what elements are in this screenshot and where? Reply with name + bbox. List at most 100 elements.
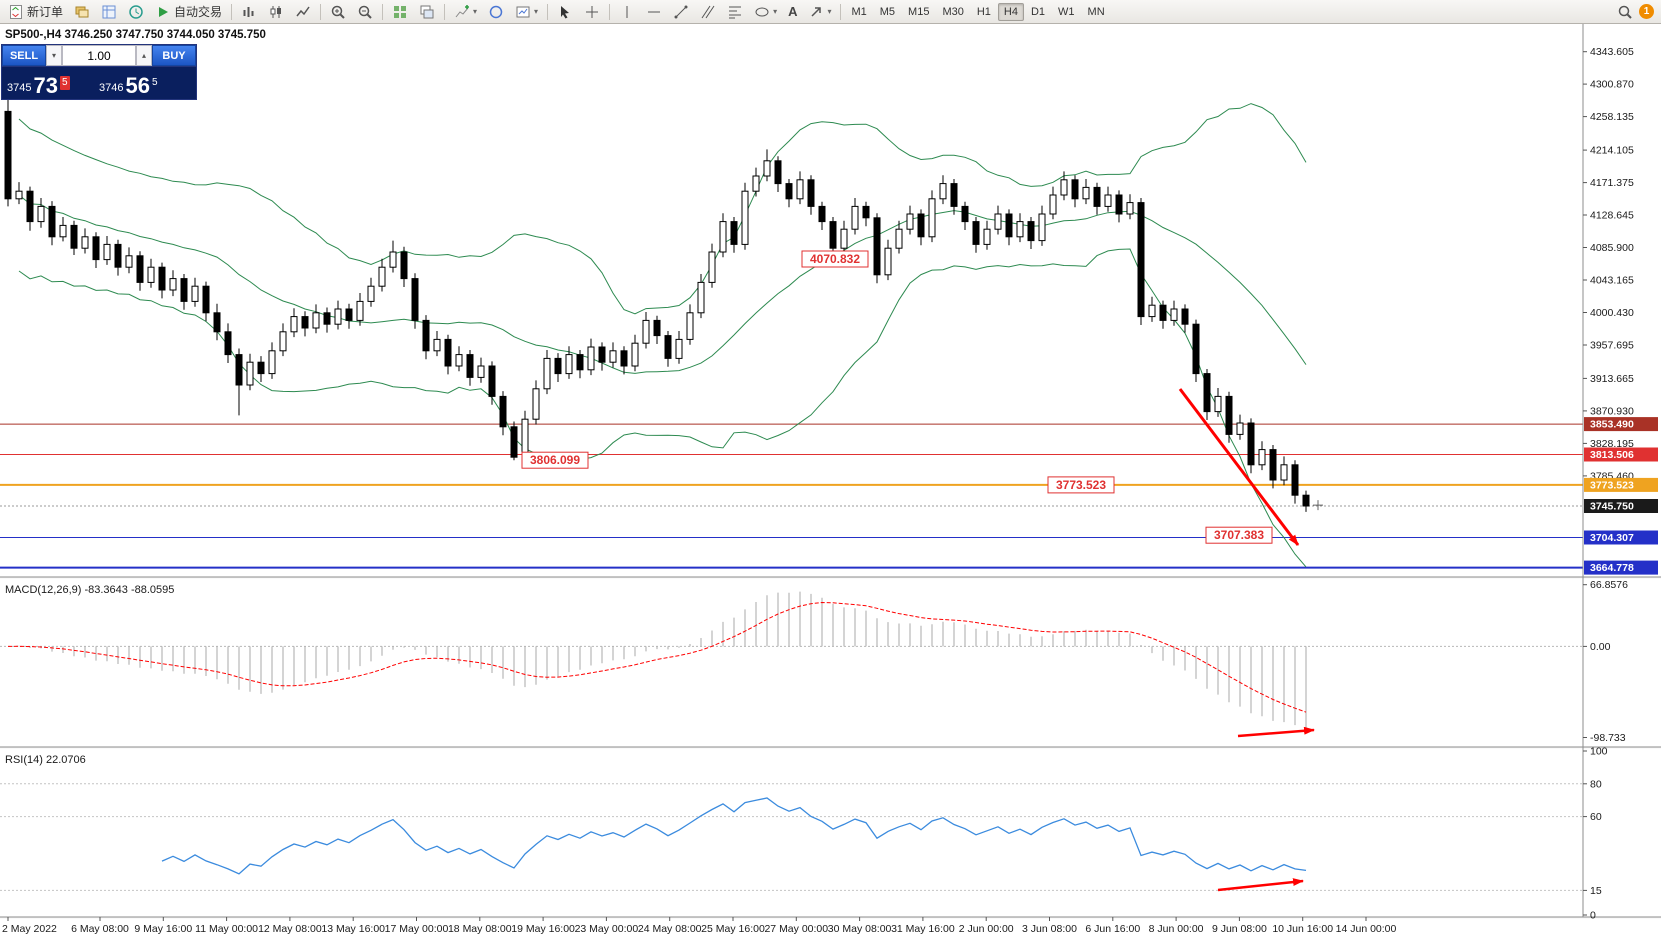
horizontal-line-tool-button[interactable] <box>641 2 667 22</box>
svg-text:4343.605: 4343.605 <box>1590 46 1634 58</box>
svg-text:25 May 16:00: 25 May 16:00 <box>701 923 765 935</box>
line-chart-mode-button[interactable] <box>290 2 316 22</box>
toolbar-separator <box>547 3 549 20</box>
svg-text:0: 0 <box>1590 910 1596 922</box>
timeframe-m15[interactable]: M15 <box>902 3 935 21</box>
chevron-down-icon: ▾ <box>51 51 56 60</box>
search-icon[interactable] <box>1617 4 1633 20</box>
svg-text:3957.695: 3957.695 <box>1590 340 1634 352</box>
timeframe-d1[interactable]: D1 <box>1025 3 1051 21</box>
rsi-indicator-label: RSI(14) 22.0706 <box>5 754 86 766</box>
bar-chart-mode-button[interactable] <box>236 2 262 22</box>
cycles-icon <box>488 4 504 20</box>
crosshair-tool-button[interactable] <box>579 2 605 22</box>
svg-text:10 Jun 16:00: 10 Jun 16:00 <box>1272 923 1333 935</box>
svg-text:4214.105: 4214.105 <box>1590 145 1634 157</box>
svg-text:60: 60 <box>1590 811 1602 823</box>
arrows-tool-button[interactable]: ▾ <box>803 2 836 22</box>
svg-text:3773.523: 3773.523 <box>1056 478 1106 492</box>
price-annotation[interactable]: 3707.383 <box>1205 526 1273 544</box>
auto-trading-play-icon <box>155 4 171 20</box>
cascade-windows-button[interactable] <box>414 2 440 22</box>
price-scale[interactable]: 4343.605 4300.870 4258.135 4214.105 4171.375… <box>1583 46 1634 482</box>
scripts-button[interactable] <box>123 2 149 22</box>
price-annotation[interactable]: 3773.523 <box>1047 476 1115 494</box>
zoom-in-button[interactable] <box>325 2 351 22</box>
candlestick-mode-button[interactable] <box>263 2 289 22</box>
svg-text:3707.383: 3707.383 <box>1214 528 1264 542</box>
svg-text:3853.490: 3853.490 <box>1590 419 1634 431</box>
quotes-button[interactable] <box>96 2 122 22</box>
sell-button[interactable]: SELL <box>2 45 46 66</box>
price-annotation[interactable]: 4070.832 <box>801 250 869 268</box>
cursor-crosshair <box>1313 500 1323 511</box>
time-axis[interactable]: 2 May 2022 6 May 08:00 9 May 16:00 11 May 0… <box>2 917 1397 935</box>
main-toolbar: 新订单 自动交易 <box>0 0 1661 24</box>
svg-text:3745.750: 3745.750 <box>1590 501 1634 513</box>
text-tool-button[interactable]: A <box>783 2 802 22</box>
svg-text:4085.900: 4085.900 <box>1590 242 1634 254</box>
svg-text:2 Jun 00:00: 2 Jun 00:00 <box>959 923 1014 935</box>
svg-text:31 May 16:00: 31 May 16:00 <box>891 923 955 935</box>
tile-windows-button[interactable] <box>387 2 413 22</box>
shapes-tool-button[interactable]: ▾ <box>749 2 782 22</box>
volume-input[interactable] <box>62 45 136 66</box>
timeframe-m30[interactable]: M30 <box>936 3 969 21</box>
volume-dropdown-button[interactable]: ▾ <box>46 45 62 66</box>
one-click-trading-panel: SELL ▾ ▴ BUY 3745 73 5 3746 56 5 <box>1 44 197 100</box>
svg-text:6 May 08:00: 6 May 08:00 <box>71 923 129 935</box>
scripts-icon <box>128 4 144 20</box>
bollinger-upper-band <box>18 103 1307 315</box>
svg-text:-98.733: -98.733 <box>1590 732 1626 744</box>
new-order-button[interactable]: 新订单 <box>3 2 68 22</box>
text-tool-icon: A <box>788 4 798 19</box>
trend-arrow[interactable] <box>1217 878 1304 892</box>
new-order-label: 新订单 <box>27 5 64 19</box>
price-tag: 3664.778 <box>1584 560 1658 575</box>
trend-arrow[interactable] <box>1178 388 1300 546</box>
timeframe-mn[interactable]: MN <box>1082 3 1111 21</box>
timeframe-m1[interactable]: M1 <box>845 3 872 21</box>
bar-chart-icon <box>241 4 257 20</box>
svg-text:8 Jun 00:00: 8 Jun 00:00 <box>1149 923 1204 935</box>
candlestick-icon <box>268 4 284 20</box>
fibonacci-tool-button[interactable] <box>722 2 748 22</box>
svg-text:13 May 16:00: 13 May 16:00 <box>321 923 385 935</box>
add-indicator-button[interactable]: ▾ <box>449 2 482 22</box>
auto-trading-button[interactable]: 自动交易 <box>150 2 227 22</box>
cursor-tool-button[interactable] <box>552 2 578 22</box>
cursor-icon <box>557 4 573 20</box>
channel-tool-button[interactable] <box>695 2 721 22</box>
cycles-button[interactable] <box>483 2 509 22</box>
vertical-line-tool-button[interactable] <box>614 2 640 22</box>
buy-button[interactable]: BUY <box>152 45 196 66</box>
tile-windows-icon <box>392 4 408 20</box>
trend-arrow[interactable] <box>1237 726 1315 738</box>
template-icon <box>515 4 531 20</box>
timeframe-h1[interactable]: H1 <box>971 3 997 21</box>
notification-badge[interactable]: 1 <box>1639 4 1654 19</box>
price-tag: 3813.506 <box>1584 447 1658 462</box>
timeframe-m5[interactable]: M5 <box>874 3 901 21</box>
svg-text:66.8576: 66.8576 <box>1590 579 1628 591</box>
chart-window-title: SP500-,H4 3746.250 3747.750 3744.050 374… <box>5 29 266 41</box>
ellipse-icon <box>754 4 770 20</box>
timeframe-h4[interactable]: H4 <box>997 2 1024 21</box>
zoom-out-button[interactable] <box>352 2 378 22</box>
svg-text:9 May 16:00: 9 May 16:00 <box>134 923 192 935</box>
macd-indicator-label: MACD(12,26,9) -83.3643 -88.0595 <box>5 584 175 596</box>
timeframe-w1[interactable]: W1 <box>1052 3 1081 21</box>
volume-up-button[interactable]: ▴ <box>136 45 152 66</box>
svg-text:23 May 00:00: 23 May 00:00 <box>575 923 639 935</box>
bid-price-main: 73 <box>33 73 58 99</box>
price-tag: 3853.490 <box>1584 417 1658 432</box>
svg-text:3828.195: 3828.195 <box>1590 438 1634 450</box>
svg-text:9 Jun 08:00: 9 Jun 08:00 <box>1212 923 1267 935</box>
layers-button[interactable] <box>69 2 95 22</box>
trendline-tool-button[interactable] <box>668 2 694 22</box>
chart-canvas[interactable]: 4343.605 4300.870 4258.135 4214.105 4171.375… <box>0 24 1661 941</box>
svg-text:0.00: 0.00 <box>1590 641 1611 653</box>
svg-text:12 May 08:00: 12 May 08:00 <box>258 923 322 935</box>
price-annotation[interactable]: 3806.099 <box>521 451 589 469</box>
template-button[interactable]: ▾ <box>510 2 543 22</box>
